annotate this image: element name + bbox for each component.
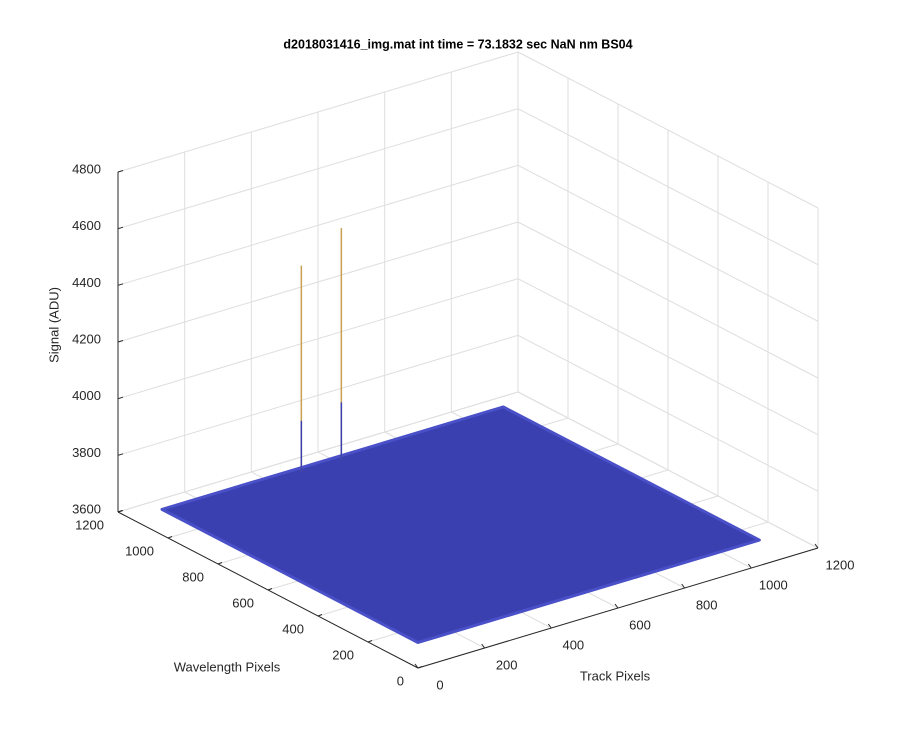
y-tick-label: 200 [332,647,354,662]
grid-line [517,221,819,379]
grid-line [517,108,819,266]
grid-line [517,278,819,436]
y-tick [367,640,373,643]
z-tick [117,283,124,286]
x-tick [614,603,619,609]
grid-line [117,334,519,456]
surface [160,405,761,644]
x-tick [747,563,752,569]
z-tick-label: 3600 [72,501,101,516]
z-tick [117,510,124,513]
x-tick-label: 800 [696,597,718,612]
grid-line [117,278,519,400]
z-tick-label: 4400 [72,275,101,290]
y-tick [217,562,223,565]
grid-line [517,334,819,492]
y-tick [417,666,423,669]
grid-line [117,51,519,173]
z-tick [117,170,124,173]
z-axis-label: Signal (ADU) [46,287,61,363]
grid-line [117,221,519,343]
x-axis-label: Track Pixels [580,668,651,683]
x-tick-label: 0 [436,677,443,692]
z-tick-label: 4000 [72,388,101,403]
z-tick-label: 4800 [72,161,101,176]
x-tick-label: 1000 [759,577,788,592]
y-tick-label: 600 [232,595,254,610]
grid-line [117,164,519,286]
grid-line [117,391,519,513]
z-tick [117,453,124,456]
grid-line [117,108,519,230]
chart-title: d2018031416_img.mat int time = 73.1832 s… [283,37,632,51]
z-tick-label: 4200 [72,331,101,346]
y-tick-label: 1200 [75,517,104,532]
x-tick-label: 600 [629,617,651,632]
y-tick [267,588,273,591]
x-tick-label: 200 [496,657,518,672]
y-axis-label: Wavelength Pixels [174,659,281,674]
y-tick-label: 400 [282,621,304,636]
grid-line [517,51,819,209]
y-tick [167,536,173,539]
x-tick-label: 1200 [826,557,855,572]
x-tick-label: 400 [562,637,584,652]
y-tick [317,614,323,617]
z-tick [117,396,124,400]
x-tick [481,643,486,649]
x-tick [814,543,819,549]
z-tick-label: 4600 [72,218,101,233]
x-tick [547,623,552,629]
x-tick [681,583,686,589]
y-tick-label: 800 [182,569,204,584]
y-tick-label: 1000 [125,543,154,558]
z-tick [117,340,124,343]
z-tick [117,226,124,230]
x-tick [414,663,419,669]
y-tick-label: 0 [397,673,404,688]
grid-line [517,391,819,549]
grid-line [517,164,819,322]
z-tick-label: 3800 [72,445,101,460]
